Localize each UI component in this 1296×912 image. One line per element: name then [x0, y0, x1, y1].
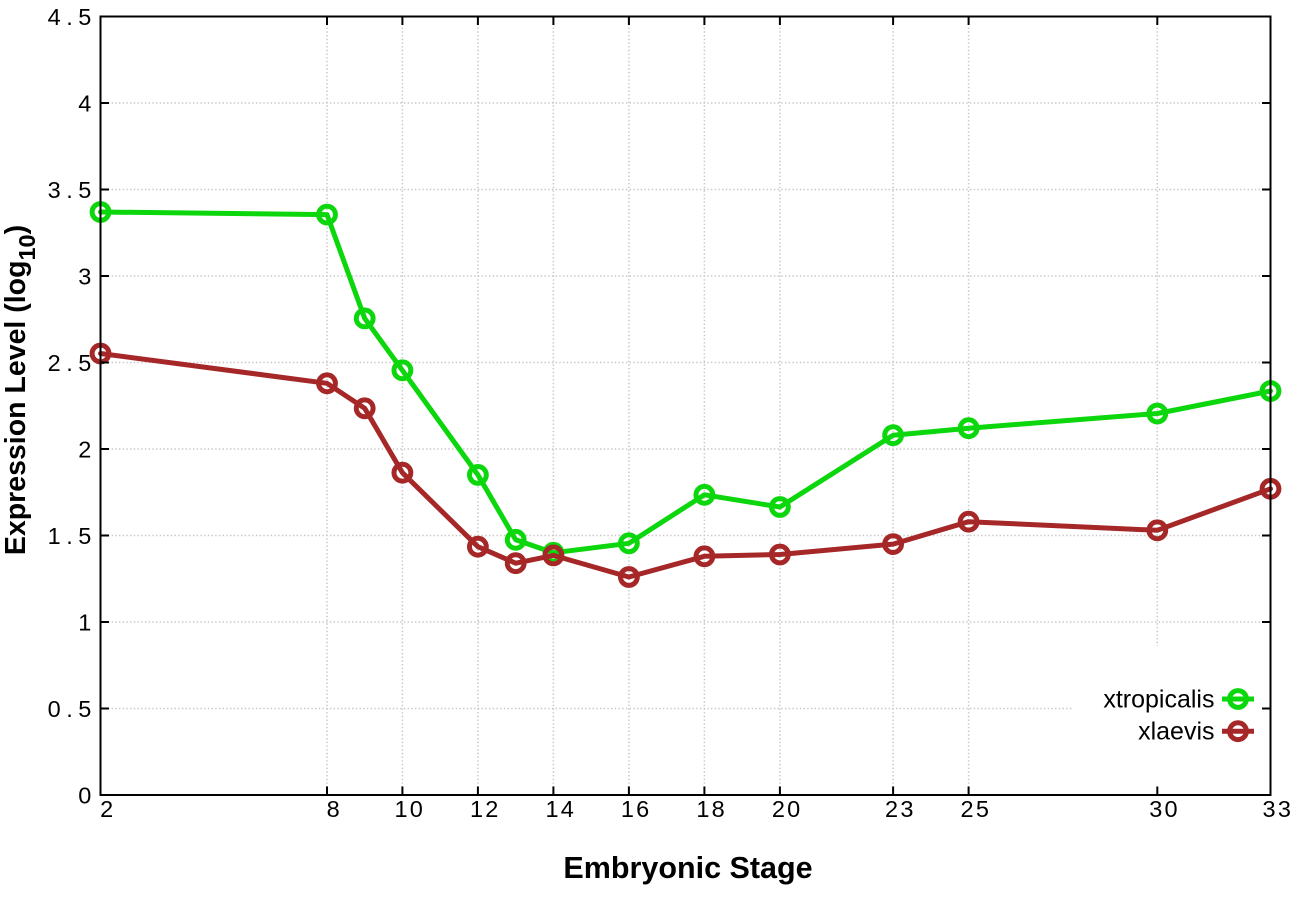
svg-text:0: 0: [410, 796, 423, 822]
svg-text:1: 1: [394, 796, 407, 822]
svg-text:0: 0: [1165, 796, 1178, 822]
svg-text:3: 3: [1263, 796, 1276, 822]
svg-text:1: 1: [545, 796, 558, 822]
svg-text:0: 0: [48, 696, 61, 722]
svg-text:2: 2: [485, 796, 498, 822]
svg-text:5: 5: [78, 696, 91, 722]
svg-text:1: 1: [48, 523, 61, 549]
svg-text:5: 5: [78, 177, 91, 203]
svg-text:2: 2: [100, 796, 113, 822]
svg-text:4: 4: [561, 796, 574, 822]
svg-text:5: 5: [78, 350, 91, 376]
svg-text:8: 8: [712, 796, 725, 822]
svg-text:1: 1: [696, 796, 709, 822]
svg-text:2: 2: [78, 437, 91, 463]
svg-text:5: 5: [78, 523, 91, 549]
svg-text:0: 0: [78, 783, 91, 809]
svg-text:.: .: [66, 177, 73, 203]
svg-text:2: 2: [961, 796, 974, 822]
svg-text:5: 5: [78, 4, 91, 30]
svg-text:xtropicalis: xtropicalis: [1103, 685, 1214, 713]
svg-text:0: 0: [787, 796, 800, 822]
svg-text:1: 1: [78, 610, 91, 636]
svg-text:xlaevis: xlaevis: [1138, 718, 1214, 746]
svg-text:.: .: [66, 350, 73, 376]
svg-text:5: 5: [976, 796, 989, 822]
svg-text:3: 3: [48, 177, 61, 203]
svg-text:1: 1: [470, 796, 483, 822]
svg-text:4: 4: [78, 91, 91, 117]
svg-text:2: 2: [772, 796, 785, 822]
svg-text:6: 6: [636, 796, 649, 822]
svg-text:Embryonic Stage: Embryonic Stage: [563, 851, 812, 885]
svg-text:3: 3: [900, 796, 913, 822]
svg-text:.: .: [66, 4, 73, 30]
svg-text:1: 1: [621, 796, 634, 822]
svg-text:3: 3: [78, 264, 91, 290]
svg-text:.: .: [66, 696, 73, 722]
svg-text:8: 8: [327, 796, 340, 822]
svg-text:2: 2: [885, 796, 898, 822]
svg-text:4: 4: [48, 4, 61, 30]
svg-text:3: 3: [1149, 796, 1162, 822]
svg-text:3: 3: [1278, 796, 1291, 822]
svg-text:2: 2: [48, 350, 61, 376]
svg-text:.: .: [66, 523, 73, 549]
